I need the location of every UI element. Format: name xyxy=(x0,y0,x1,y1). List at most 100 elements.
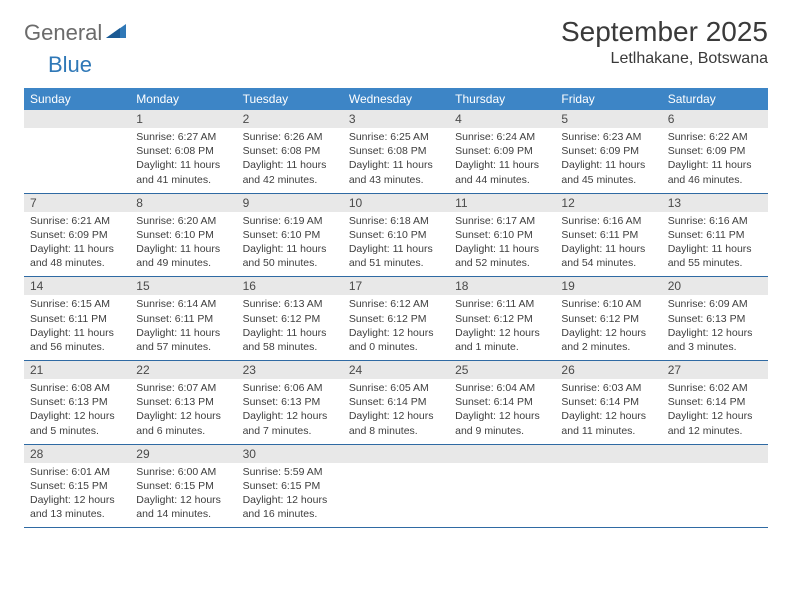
day-details: Sunrise: 6:18 AMSunset: 6:10 PMDaylight:… xyxy=(343,212,449,277)
day-details: Sunrise: 6:14 AMSunset: 6:11 PMDaylight:… xyxy=(130,295,236,360)
day-number: 17 xyxy=(343,277,449,295)
empty-day-band xyxy=(343,445,449,463)
week-row: 1Sunrise: 6:27 AMSunset: 6:08 PMDaylight… xyxy=(24,110,768,193)
day-number: 21 xyxy=(24,361,130,379)
sunset-text: Sunset: 6:14 PM xyxy=(561,395,655,409)
sunset-text: Sunset: 6:11 PM xyxy=(136,312,230,326)
day-details: Sunrise: 6:19 AMSunset: 6:10 PMDaylight:… xyxy=(237,212,343,277)
daylight-text: Daylight: 11 hours and 56 minutes. xyxy=(30,326,124,354)
daylight-text: Daylight: 12 hours and 8 minutes. xyxy=(349,409,443,437)
daylight-text: Daylight: 12 hours and 5 minutes. xyxy=(30,409,124,437)
day-number: 2 xyxy=(237,110,343,128)
sunrise-text: Sunrise: 6:18 AM xyxy=(349,214,443,228)
day-cell: 7Sunrise: 6:21 AMSunset: 6:09 PMDaylight… xyxy=(24,193,130,277)
day-cell xyxy=(24,110,130,193)
daylight-text: Daylight: 12 hours and 3 minutes. xyxy=(668,326,762,354)
day-cell: 28Sunrise: 6:01 AMSunset: 6:15 PMDayligh… xyxy=(24,444,130,528)
sunrise-text: Sunrise: 6:17 AM xyxy=(455,214,549,228)
daylight-text: Daylight: 11 hours and 52 minutes. xyxy=(455,242,549,270)
day-number: 29 xyxy=(130,445,236,463)
sunrise-text: Sunrise: 6:13 AM xyxy=(243,297,337,311)
calendar-body: 1Sunrise: 6:27 AMSunset: 6:08 PMDaylight… xyxy=(24,110,768,528)
daylight-text: Daylight: 12 hours and 16 minutes. xyxy=(243,493,337,521)
sunset-text: Sunset: 6:08 PM xyxy=(136,144,230,158)
sunrise-text: Sunrise: 6:05 AM xyxy=(349,381,443,395)
sunset-text: Sunset: 6:10 PM xyxy=(136,228,230,242)
day-number: 28 xyxy=(24,445,130,463)
sunrise-text: Sunrise: 6:06 AM xyxy=(243,381,337,395)
sunrise-text: Sunrise: 5:59 AM xyxy=(243,465,337,479)
sunset-text: Sunset: 6:12 PM xyxy=(455,312,549,326)
day-number: 11 xyxy=(449,194,555,212)
logo-text-general: General xyxy=(24,20,102,46)
sunset-text: Sunset: 6:10 PM xyxy=(455,228,549,242)
daylight-text: Daylight: 11 hours and 57 minutes. xyxy=(136,326,230,354)
sunrise-text: Sunrise: 6:02 AM xyxy=(668,381,762,395)
day-details: Sunrise: 6:24 AMSunset: 6:09 PMDaylight:… xyxy=(449,128,555,193)
day-details: Sunrise: 6:00 AMSunset: 6:15 PMDaylight:… xyxy=(130,463,236,528)
day-cell: 25Sunrise: 6:04 AMSunset: 6:14 PMDayligh… xyxy=(449,361,555,445)
sunset-text: Sunset: 6:08 PM xyxy=(243,144,337,158)
day-number: 1 xyxy=(130,110,236,128)
sunset-text: Sunset: 6:08 PM xyxy=(349,144,443,158)
day-details: Sunrise: 6:27 AMSunset: 6:08 PMDaylight:… xyxy=(130,128,236,193)
daylight-text: Daylight: 12 hours and 13 minutes. xyxy=(30,493,124,521)
sunset-text: Sunset: 6:10 PM xyxy=(243,228,337,242)
day-details: Sunrise: 6:08 AMSunset: 6:13 PMDaylight:… xyxy=(24,379,130,444)
day-details: Sunrise: 6:13 AMSunset: 6:12 PMDaylight:… xyxy=(237,295,343,360)
day-number: 23 xyxy=(237,361,343,379)
sunset-text: Sunset: 6:11 PM xyxy=(30,312,124,326)
daylight-text: Daylight: 11 hours and 51 minutes. xyxy=(349,242,443,270)
empty-day-band xyxy=(662,445,768,463)
sunset-text: Sunset: 6:12 PM xyxy=(243,312,337,326)
sunset-text: Sunset: 6:14 PM xyxy=(668,395,762,409)
day-details: Sunrise: 6:22 AMSunset: 6:09 PMDaylight:… xyxy=(662,128,768,193)
daylight-text: Daylight: 11 hours and 55 minutes. xyxy=(668,242,762,270)
day-cell: 11 Sunrise: 6:17 AMSunset: 6:10 PMDayligh… xyxy=(449,193,555,277)
day-cell xyxy=(449,444,555,528)
sunset-text: Sunset: 6:14 PM xyxy=(349,395,443,409)
day-details: Sunrise: 6:26 AMSunset: 6:08 PMDaylight:… xyxy=(237,128,343,193)
day-details: Sunrise: 6:21 AMSunset: 6:09 PMDaylight:… xyxy=(24,212,130,277)
day-number: 13 xyxy=(662,194,768,212)
day-number: 14 xyxy=(24,277,130,295)
day-cell: 21Sunrise: 6:08 AMSunset: 6:13 PMDayligh… xyxy=(24,361,130,445)
sunset-text: Sunset: 6:13 PM xyxy=(243,395,337,409)
week-row: 21Sunrise: 6:08 AMSunset: 6:13 PMDayligh… xyxy=(24,361,768,445)
daylight-text: Daylight: 12 hours and 14 minutes. xyxy=(136,493,230,521)
sunrise-text: Sunrise: 6:20 AM xyxy=(136,214,230,228)
sunset-text: Sunset: 6:13 PM xyxy=(136,395,230,409)
sunrise-text: Sunrise: 6:01 AM xyxy=(30,465,124,479)
sunrise-text: Sunrise: 6:19 AM xyxy=(243,214,337,228)
day-cell: 1Sunrise: 6:27 AMSunset: 6:08 PMDaylight… xyxy=(130,110,236,193)
day-cell: 26Sunrise: 6:03 AMSunset: 6:14 PMDayligh… xyxy=(555,361,661,445)
day-cell: 18Sunrise: 6:11 AMSunset: 6:12 PMDayligh… xyxy=(449,277,555,361)
day-number: 24 xyxy=(343,361,449,379)
day-number: 22 xyxy=(130,361,236,379)
daylight-text: Daylight: 11 hours and 49 minutes. xyxy=(136,242,230,270)
sunrise-text: Sunrise: 6:26 AM xyxy=(243,130,337,144)
day-cell: 29Sunrise: 6:00 AMSunset: 6:15 PMDayligh… xyxy=(130,444,236,528)
day-cell: 30Sunrise: 5:59 AMSunset: 6:15 PMDayligh… xyxy=(237,444,343,528)
daylight-text: Daylight: 11 hours and 58 minutes. xyxy=(243,326,337,354)
sunset-text: Sunset: 6:13 PM xyxy=(30,395,124,409)
weekday-header: Wednesday xyxy=(343,88,449,110)
day-details: Sunrise: 6:07 AMSunset: 6:13 PMDaylight:… xyxy=(130,379,236,444)
sunrise-text: Sunrise: 6:09 AM xyxy=(668,297,762,311)
sunrise-text: Sunrise: 6:08 AM xyxy=(30,381,124,395)
day-cell: 14Sunrise: 6:15 AMSunset: 6:11 PMDayligh… xyxy=(24,277,130,361)
day-cell: 16Sunrise: 6:13 AMSunset: 6:12 PMDayligh… xyxy=(237,277,343,361)
day-details: Sunrise: 6:03 AMSunset: 6:14 PMDaylight:… xyxy=(555,379,661,444)
weekday-header: Friday xyxy=(555,88,661,110)
day-details: Sunrise: 6:06 AMSunset: 6:13 PMDaylight:… xyxy=(237,379,343,444)
day-cell: 20Sunrise: 6:09 AMSunset: 6:13 PMDayligh… xyxy=(662,277,768,361)
daylight-text: Daylight: 11 hours and 48 minutes. xyxy=(30,242,124,270)
day-cell: 2Sunrise: 6:26 AMSunset: 6:08 PMDaylight… xyxy=(237,110,343,193)
day-details: Sunrise: 6:23 AMSunset: 6:09 PMDaylight:… xyxy=(555,128,661,193)
sunset-text: Sunset: 6:09 PM xyxy=(30,228,124,242)
sunrise-text: Sunrise: 6:16 AM xyxy=(561,214,655,228)
weekday-header: Thursday xyxy=(449,88,555,110)
day-cell: 4Sunrise: 6:24 AMSunset: 6:09 PMDaylight… xyxy=(449,110,555,193)
daylight-text: Daylight: 12 hours and 12 minutes. xyxy=(668,409,762,437)
location-label: Letlhakane, Botswana xyxy=(561,50,768,68)
